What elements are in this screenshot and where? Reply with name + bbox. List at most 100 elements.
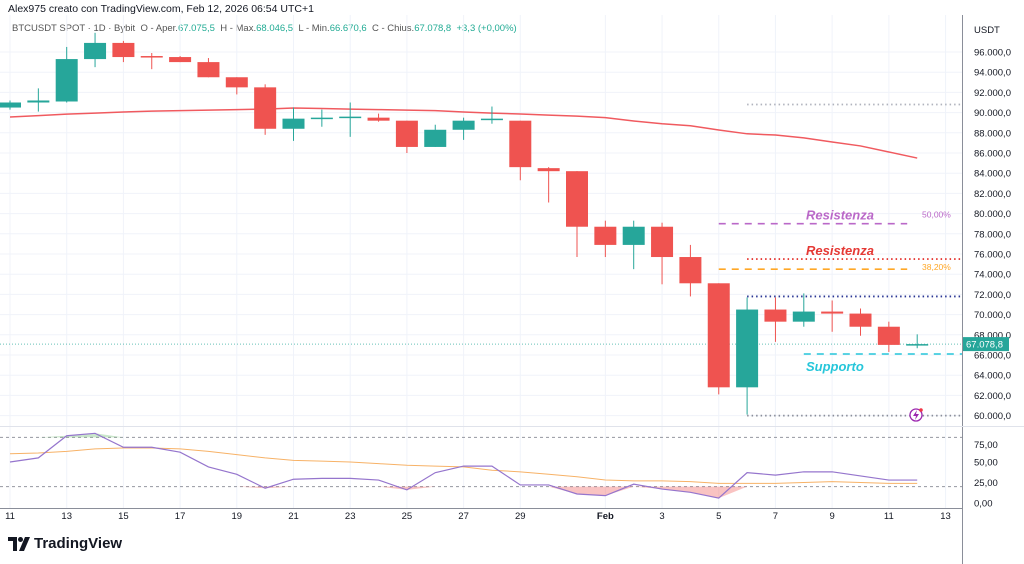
candle-body bbox=[27, 100, 50, 103]
time-tick-label: 11 bbox=[5, 511, 15, 522]
price-tick-label: 64.000,0 bbox=[974, 371, 1011, 382]
candle bbox=[197, 58, 220, 78]
candle-body bbox=[310, 117, 333, 120]
time-tick-label: 19 bbox=[232, 511, 243, 522]
price-tick-label: 74.000,0 bbox=[974, 270, 1011, 281]
level-label: Resistenza bbox=[806, 208, 874, 223]
candle bbox=[594, 220, 617, 258]
time-tick-label: 17 bbox=[175, 511, 186, 522]
oscillator-line bbox=[9, 432, 918, 499]
time-tick-label: 29 bbox=[515, 511, 526, 522]
axes[interactable]: 96.000,0 94.000,0 92.000,0 90.000,0 88.000,0… bbox=[0, 15, 1024, 564]
candle-body bbox=[764, 309, 787, 322]
candle-body bbox=[679, 257, 702, 284]
candle bbox=[0, 100, 21, 110]
fib-percent-label: 38,20% bbox=[922, 262, 951, 272]
time-tick-label: 7 bbox=[773, 511, 778, 522]
candle bbox=[622, 220, 645, 270]
candle-body bbox=[197, 62, 220, 78]
candle bbox=[27, 88, 50, 112]
candle bbox=[821, 300, 844, 332]
moving-average bbox=[9, 107, 918, 159]
time-tick-label: 21 bbox=[288, 511, 299, 522]
currency-label: USDT bbox=[974, 25, 1000, 36]
tradingview-logo-icon bbox=[8, 536, 30, 551]
time-tick-label: 11 bbox=[884, 511, 894, 522]
price-tick-label: 82.000,0 bbox=[974, 189, 1011, 200]
osc-tick-label: 25,00 bbox=[974, 478, 998, 489]
candle bbox=[679, 244, 702, 297]
candle-body bbox=[736, 309, 759, 388]
candle bbox=[509, 120, 532, 181]
oscillator-pane bbox=[0, 432, 962, 499]
candle-body bbox=[707, 283, 730, 388]
price-tick-label: 66.000,0 bbox=[974, 351, 1011, 362]
symbol-legend: BTCUSDT SPOT · 1D · Bybit O - Aper.67.07… bbox=[12, 23, 517, 34]
low-label: L - Min. bbox=[298, 23, 330, 34]
candle bbox=[480, 106, 503, 124]
candle bbox=[140, 53, 163, 70]
osc-tick-label: 75,00 bbox=[974, 440, 998, 451]
price-tick-label: 94.000,0 bbox=[974, 68, 1011, 79]
symbol-name[interactable]: BTCUSDT SPOT · 1D · Bybit bbox=[12, 23, 136, 34]
candle bbox=[651, 222, 674, 285]
fib-percent-label: 50,00% bbox=[922, 210, 951, 220]
candle-body bbox=[906, 344, 929, 346]
price-tick-label: 84.000,0 bbox=[974, 169, 1011, 180]
last-price-label: 67.078,8 bbox=[966, 340, 1003, 351]
alert-dot bbox=[919, 408, 923, 412]
candle bbox=[877, 321, 900, 352]
osc-tick-label: 0,00 bbox=[974, 499, 993, 510]
ma-line bbox=[9, 107, 918, 159]
level-label: Resistenza bbox=[806, 243, 874, 258]
candle bbox=[169, 56, 192, 63]
candle-body bbox=[849, 313, 872, 327]
candle-body bbox=[367, 117, 390, 121]
lightning-alert-icon bbox=[909, 408, 923, 422]
candle-body bbox=[254, 87, 277, 129]
time-tick-label: 23 bbox=[345, 511, 356, 522]
candle-body bbox=[84, 42, 107, 60]
candle bbox=[282, 107, 305, 141]
time-tick-label: Feb bbox=[597, 511, 614, 522]
time-tick-label: 3 bbox=[659, 511, 664, 522]
candle bbox=[395, 120, 418, 153]
candle-body bbox=[424, 129, 447, 147]
candle bbox=[367, 113, 390, 122]
candle-body bbox=[395, 120, 418, 147]
candle bbox=[764, 297, 787, 342]
low-value: 66.670,6 bbox=[329, 23, 367, 34]
candle-body bbox=[0, 102, 21, 108]
drawn-levels[interactable]: Resistenza 50,00% Resistenza 38,20% Supporto bbox=[0, 103, 962, 422]
price-tick-label: 90.000,0 bbox=[974, 108, 1011, 119]
candle bbox=[225, 77, 248, 95]
price-tick-label: 70.000,0 bbox=[974, 310, 1011, 321]
candle bbox=[537, 167, 560, 203]
candle-body bbox=[339, 116, 362, 119]
candle-body bbox=[792, 311, 815, 322]
high-label: H - Max. bbox=[220, 23, 257, 34]
time-tick-label: 27 bbox=[458, 511, 469, 522]
candle-body bbox=[480, 118, 503, 121]
close-label: C - Chius. bbox=[371, 23, 415, 34]
time-tick-label: 13 bbox=[940, 511, 951, 522]
lightning-glyph bbox=[913, 410, 919, 420]
osc-tick-label: 50,00 bbox=[974, 458, 998, 469]
candle bbox=[424, 124, 447, 147]
time-tick-label: 25 bbox=[402, 511, 413, 522]
candle bbox=[84, 32, 107, 68]
time-tick-label: 9 bbox=[830, 511, 835, 522]
high-value: 68.046,5 bbox=[256, 23, 294, 34]
candle-body bbox=[112, 42, 135, 58]
time-tick-label: 5 bbox=[716, 511, 721, 522]
time-tick-label: 13 bbox=[61, 511, 72, 522]
price-tick-label: 92.000,0 bbox=[974, 88, 1011, 99]
price-tick-label: 80.000,0 bbox=[974, 209, 1011, 220]
candle bbox=[792, 293, 815, 327]
candle bbox=[254, 84, 277, 135]
tradingview-brand: TradingView bbox=[34, 535, 123, 552]
candle bbox=[849, 308, 872, 336]
candle-body bbox=[225, 77, 248, 88]
candle bbox=[55, 46, 78, 103]
